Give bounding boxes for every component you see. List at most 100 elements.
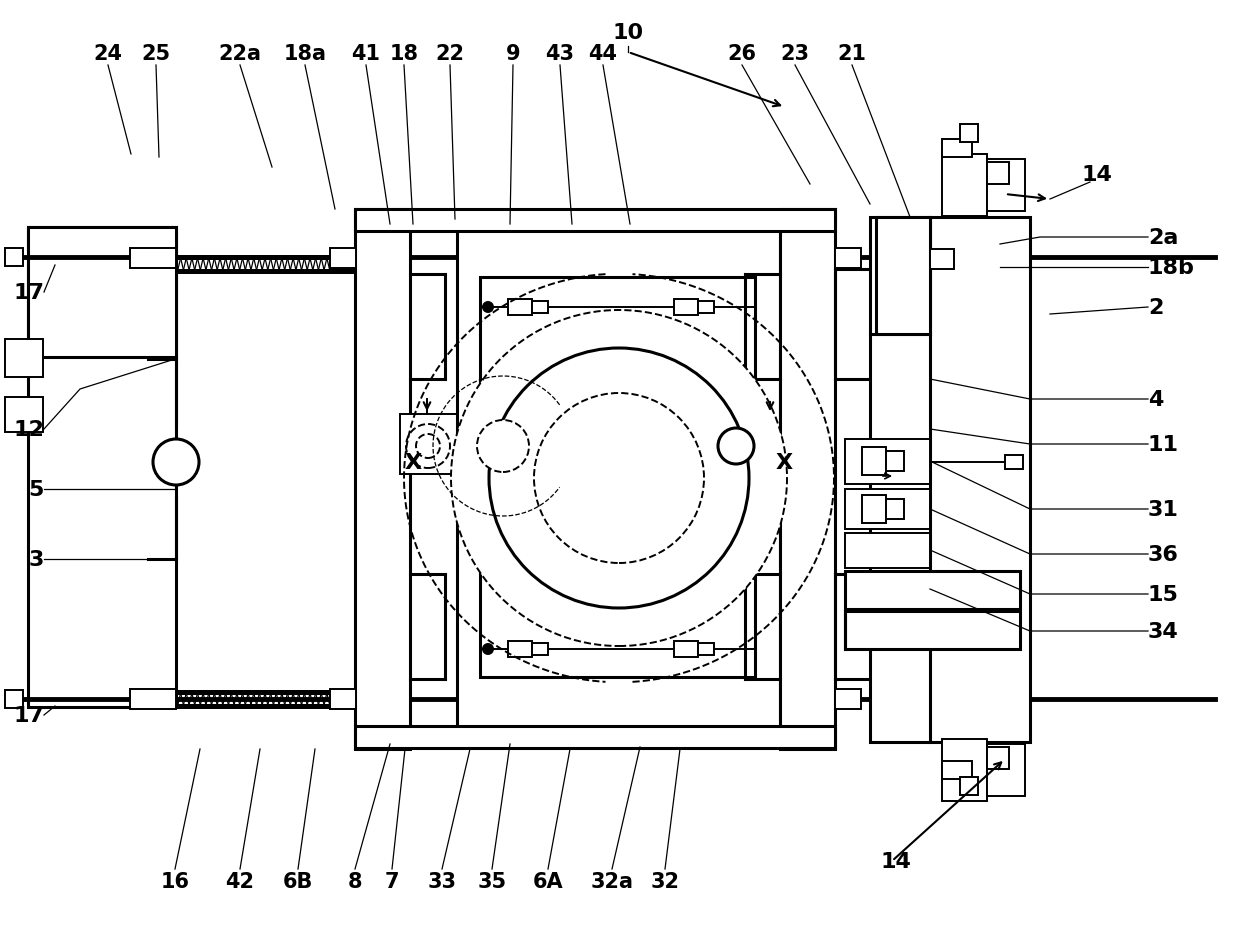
- Bar: [844, 489, 930, 529]
- Text: 44: 44: [589, 44, 618, 64]
- Circle shape: [484, 645, 494, 654]
- Bar: [675, 642, 698, 657]
- Bar: [844, 571, 1021, 609]
- Bar: [675, 300, 698, 316]
- Bar: [175, 690, 355, 695]
- Text: 2: 2: [1148, 298, 1163, 318]
- Bar: [458, 225, 780, 734]
- Bar: [862, 447, 887, 475]
- Text: 7: 7: [384, 871, 399, 891]
- Text: 3: 3: [29, 549, 43, 569]
- Circle shape: [451, 310, 787, 646]
- Text: 4: 4: [1148, 389, 1163, 409]
- Bar: [330, 248, 356, 268]
- Text: 33: 33: [428, 871, 456, 891]
- Bar: [130, 248, 176, 268]
- Bar: [355, 726, 835, 748]
- Bar: [5, 398, 43, 432]
- Bar: [5, 690, 24, 708]
- Bar: [887, 500, 904, 520]
- Bar: [942, 739, 987, 802]
- Bar: [1004, 455, 1023, 469]
- Bar: [960, 777, 978, 795]
- Bar: [987, 163, 1009, 185]
- Bar: [330, 689, 356, 709]
- Bar: [532, 644, 548, 655]
- Text: 10: 10: [613, 23, 644, 43]
- Bar: [870, 218, 1030, 743]
- Text: 18b: 18b: [1148, 258, 1195, 278]
- Bar: [401, 414, 458, 474]
- Text: 18a: 18a: [284, 44, 326, 64]
- Bar: [862, 495, 887, 524]
- Bar: [942, 155, 987, 217]
- Bar: [780, 209, 835, 749]
- Text: X: X: [775, 452, 792, 472]
- Bar: [844, 533, 930, 568]
- Bar: [930, 249, 954, 269]
- Text: 18: 18: [389, 44, 419, 64]
- Text: 31: 31: [1148, 500, 1179, 520]
- Bar: [987, 744, 1025, 796]
- Text: 32a: 32a: [590, 871, 634, 891]
- Circle shape: [484, 303, 494, 312]
- Bar: [835, 689, 861, 709]
- Bar: [508, 642, 532, 657]
- Bar: [175, 269, 355, 275]
- Bar: [844, 611, 1021, 649]
- Bar: [480, 278, 755, 677]
- Text: 14: 14: [1083, 165, 1112, 185]
- Bar: [5, 340, 43, 378]
- Text: 8: 8: [347, 871, 362, 891]
- Bar: [175, 704, 355, 709]
- Bar: [5, 248, 24, 267]
- Bar: [29, 228, 176, 707]
- Bar: [698, 302, 714, 313]
- Text: 24: 24: [93, 44, 123, 64]
- Circle shape: [153, 440, 198, 486]
- Bar: [532, 302, 548, 313]
- Text: 2a: 2a: [1148, 228, 1178, 248]
- Circle shape: [477, 421, 529, 472]
- Bar: [875, 218, 930, 335]
- Bar: [508, 300, 532, 316]
- Text: 32: 32: [651, 871, 680, 891]
- Bar: [844, 440, 930, 485]
- Text: X: X: [404, 452, 422, 472]
- Text: 14: 14: [880, 851, 911, 871]
- Bar: [130, 689, 176, 709]
- Text: 16: 16: [160, 871, 190, 891]
- Text: 36: 36: [1148, 545, 1179, 565]
- Bar: [355, 209, 410, 749]
- Bar: [29, 228, 176, 358]
- Text: 23: 23: [780, 44, 810, 64]
- Bar: [960, 125, 978, 143]
- Text: 26: 26: [728, 44, 756, 64]
- Text: 12: 12: [14, 420, 43, 440]
- Bar: [835, 248, 861, 268]
- Circle shape: [534, 393, 704, 564]
- Bar: [175, 256, 355, 261]
- Bar: [942, 762, 972, 779]
- Text: 6B: 6B: [283, 871, 314, 891]
- Text: 43: 43: [546, 44, 574, 64]
- Text: 11: 11: [1148, 434, 1179, 454]
- Text: 25: 25: [141, 44, 171, 64]
- Text: 34: 34: [1148, 622, 1179, 642]
- Text: 17: 17: [12, 283, 43, 303]
- Text: 22a: 22a: [218, 44, 262, 64]
- Text: 15: 15: [1148, 585, 1179, 605]
- Bar: [355, 209, 835, 231]
- Text: 22: 22: [435, 44, 465, 64]
- Bar: [987, 747, 1009, 769]
- Circle shape: [405, 425, 450, 468]
- Text: 35: 35: [477, 871, 507, 891]
- Text: 21: 21: [837, 44, 867, 64]
- Bar: [887, 451, 904, 471]
- Bar: [942, 140, 972, 158]
- Text: 6A: 6A: [533, 871, 563, 891]
- Text: 9: 9: [506, 44, 521, 64]
- Circle shape: [718, 428, 754, 465]
- Text: 17: 17: [12, 705, 43, 725]
- Text: 42: 42: [226, 871, 254, 891]
